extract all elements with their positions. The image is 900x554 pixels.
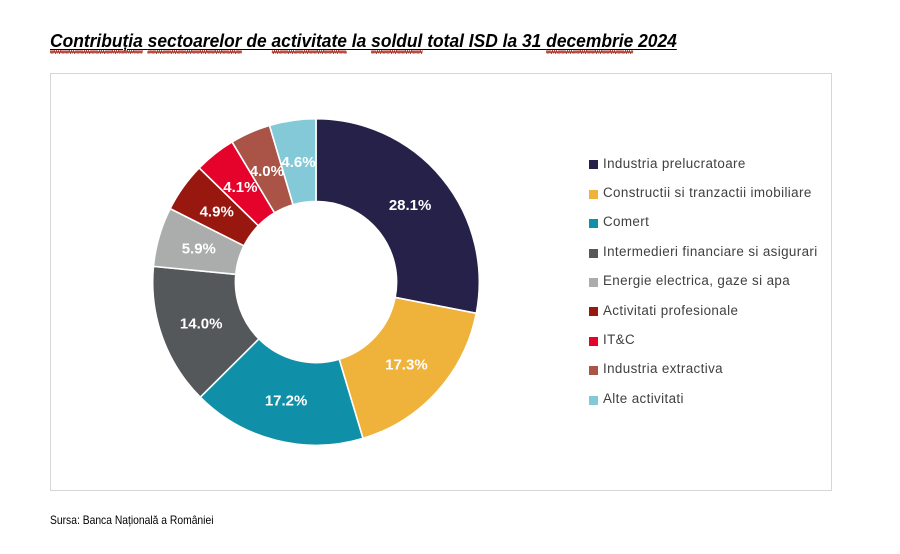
svg-text:4.0%: 4.0% bbox=[250, 163, 284, 180]
svg-text:17.3%: 17.3% bbox=[385, 356, 428, 373]
svg-text:4.1%: 4.1% bbox=[223, 179, 257, 196]
svg-text:4.9%: 4.9% bbox=[200, 204, 234, 221]
svg-text:28.1%: 28.1% bbox=[389, 197, 432, 214]
svg-text:14.0%: 14.0% bbox=[180, 316, 223, 333]
svg-text:17.2%: 17.2% bbox=[265, 393, 308, 410]
svg-text:5.9%: 5.9% bbox=[182, 241, 216, 258]
svg-text:4.6%: 4.6% bbox=[281, 154, 315, 171]
